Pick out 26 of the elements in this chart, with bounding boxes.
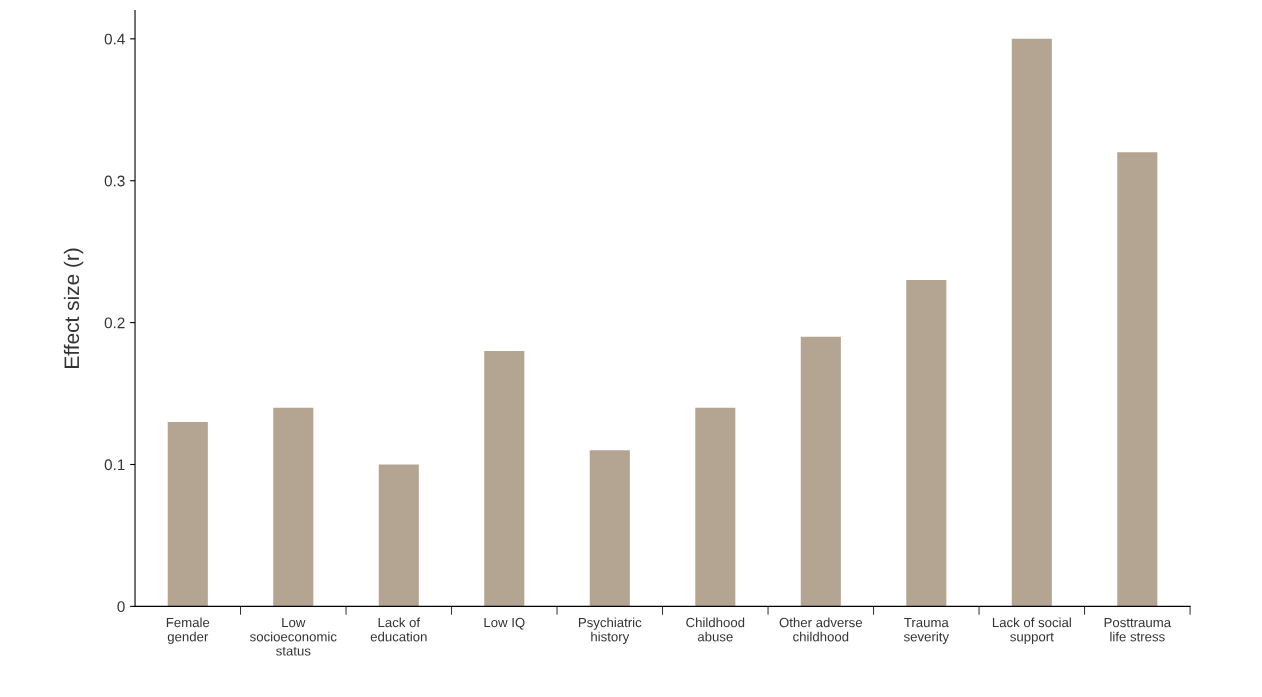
y-axis-title: Effect size (r): [63, 248, 84, 368]
bar: [906, 280, 947, 607]
bar: [1011, 38, 1052, 607]
x-tick-label: Lack of education: [370, 617, 427, 642]
bar: [800, 336, 841, 607]
bar: [378, 464, 419, 607]
bar: [167, 421, 208, 607]
y-tick-label: 0: [117, 601, 125, 613]
x-tick-label: Psychiatric history: [578, 617, 642, 645]
x-tick-label: Trauma severity: [903, 617, 950, 645]
y-tick-label: 0.3: [104, 175, 125, 187]
x-tick-label: Other adverse childhood: [779, 617, 863, 642]
x-tick-label: Low IQ: [484, 617, 525, 630]
bar: [273, 407, 314, 607]
y-tick-label: 0.1: [104, 459, 125, 471]
bar: [484, 350, 525, 607]
x-tick-label: Childhood abuse: [686, 617, 745, 642]
bar: [695, 407, 736, 607]
bar: [589, 450, 630, 607]
x-tick-label: Posttrauma life stress: [1104, 617, 1172, 642]
y-tick-label: 0.2: [104, 317, 125, 329]
bar: [1117, 152, 1158, 607]
y-tick-label: 0.4: [104, 33, 125, 45]
x-tick-label: Lack of social support: [992, 617, 1071, 645]
x-tick-label: Female gender: [166, 617, 210, 645]
x-tick-label: Low socioeconomic status: [250, 617, 337, 656]
